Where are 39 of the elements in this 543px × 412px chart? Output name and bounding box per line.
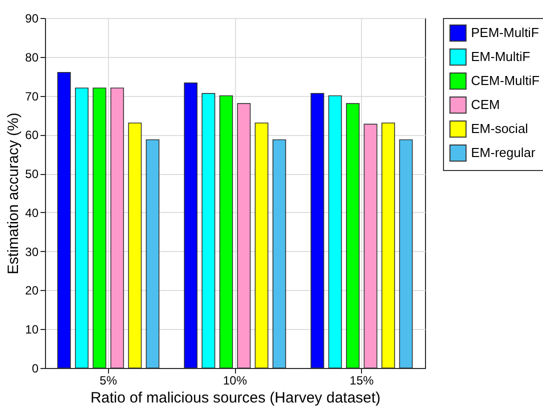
legend-label: EM-social [471,121,528,136]
y-axis-title: Estimation accuracy (%) [5,112,22,274]
x-tick-label: 10% [222,374,248,388]
bar [310,93,324,368]
x-tick-label: 15% [350,374,374,388]
bar [110,88,124,368]
bar [364,124,378,368]
y-tick-label: 80 [25,50,39,64]
y-tick-label: 90 [25,12,39,26]
bar [92,88,106,368]
y-tick-label: 60 [25,128,39,142]
bar [202,93,216,368]
legend-label: EM-regular [471,145,536,160]
bar [254,122,268,368]
bar [346,103,360,368]
bar [272,139,286,368]
y-tick-label: 70 [25,89,39,104]
bar [381,122,396,368]
bar [74,88,89,368]
bar [128,122,142,368]
y-tick-label: 10 [25,322,39,337]
y-tick-label: 0 [32,362,39,376]
legend-label: CEM [471,97,500,112]
legend-label: CEM-MultiF [471,73,540,88]
bar [184,82,198,368]
y-tick-label: 50 [25,167,39,182]
legend-label: EM-MultiF [471,49,530,64]
bar [237,103,251,368]
bar [328,95,342,368]
y-tick-label: 30 [25,244,39,259]
bar [219,95,233,368]
x-axis-title: Ratio of malicious sources (Harvey dataset) [90,390,381,406]
x-tick-label: 5% [100,374,118,388]
bar [399,139,413,368]
y-tick-label: 40 [25,206,39,220]
y-tick-label: 20 [25,284,39,298]
bar [57,72,71,368]
legend-label: PEM-MultiF [471,25,539,40]
bar [146,139,160,368]
